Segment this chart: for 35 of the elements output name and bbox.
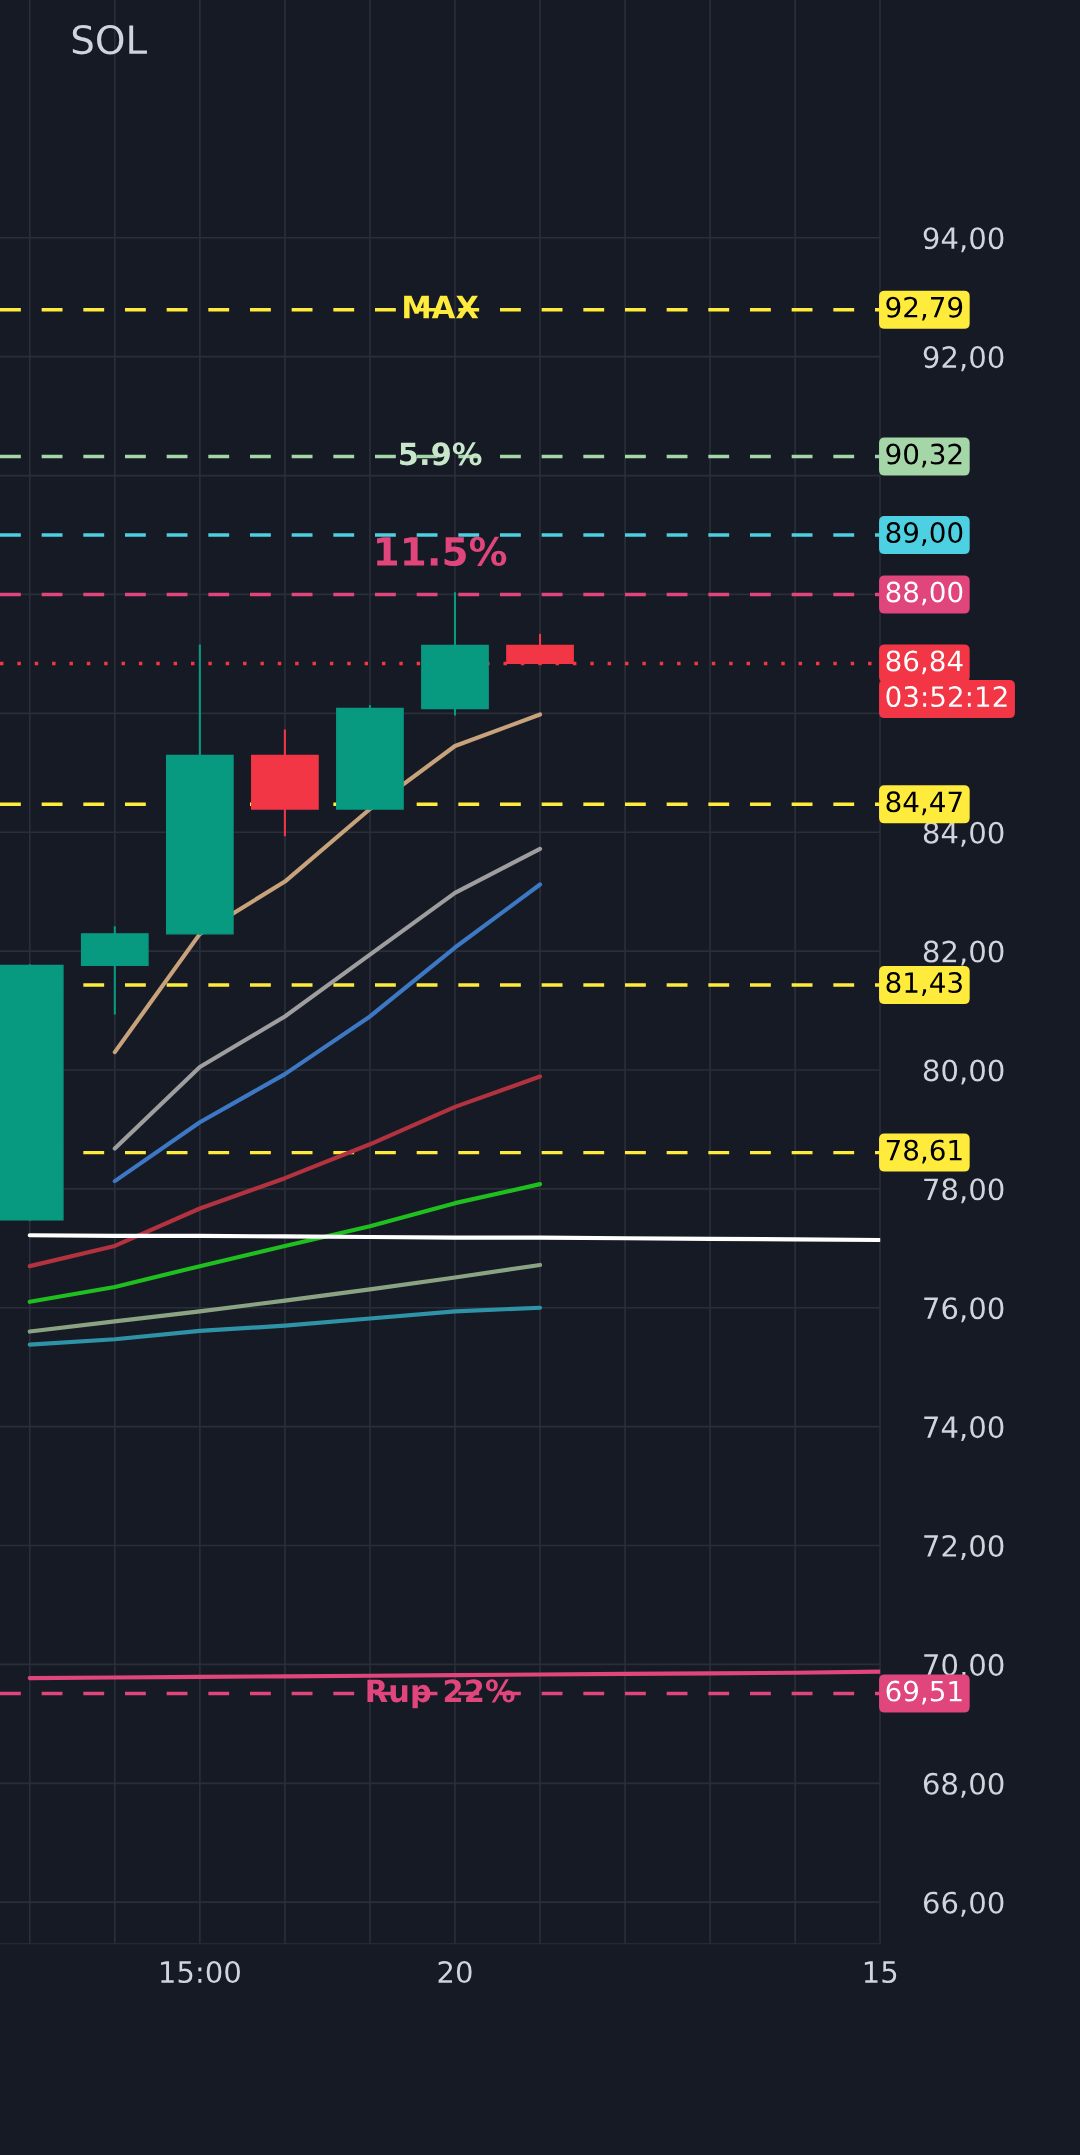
y-tick-label: 74,00	[924, 1416, 1004, 1442]
line-series	[27, 1669, 881, 1681]
x-tick-label: 20	[438, 1960, 472, 1984]
ref-line-label: 81,43	[886, 972, 962, 996]
y-tick-label: 92,00	[923, 346, 1004, 372]
y-tick-label: 78,00	[924, 1178, 1004, 1204]
y-tick-label: 72,00	[924, 1534, 1004, 1561]
ref-line-label: 78,61	[886, 1139, 962, 1164]
text: 03:52:12	[886, 686, 1007, 708]
ref-line-label: 89,00	[886, 522, 963, 546]
y-tick-label: 82,00	[923, 940, 1004, 966]
y-tick-label: 66,00	[923, 1891, 1004, 1917]
line-series	[27, 1074, 543, 1269]
line-series	[27, 1305, 543, 1347]
y-tick-label: 80,00	[923, 1059, 1004, 1085]
ref-line-label: 69,51	[886, 1680, 962, 1705]
line-series	[112, 882, 543, 1184]
ref-line-label: 90,32	[886, 443, 962, 468]
y-tick-label: 70,00	[924, 1653, 1004, 1679]
y-tick-label: 94,00	[923, 227, 1004, 253]
y-tick-label: 76,00	[924, 1297, 1004, 1323]
x-tick-label: 15	[864, 1961, 897, 1984]
annotation: 11.5%	[377, 536, 507, 567]
y-tick-label: 84,00	[923, 821, 1004, 847]
annotation: 5.9%	[400, 442, 482, 466]
y-tick-label: 68,00	[923, 1772, 1004, 1798]
line-series	[112, 846, 543, 1151]
text: SOL	[72, 24, 147, 55]
ref-line-label: 86,84	[886, 650, 963, 675]
line-series	[27, 1262, 543, 1334]
line-series	[27, 1182, 543, 1304]
ref-line-label: 88,00	[886, 581, 963, 606]
ref-line-label: 92,79	[886, 296, 963, 321]
x-tick-label: 15:00	[161, 1960, 240, 1984]
ref-line-label: 84,47	[886, 791, 962, 816]
